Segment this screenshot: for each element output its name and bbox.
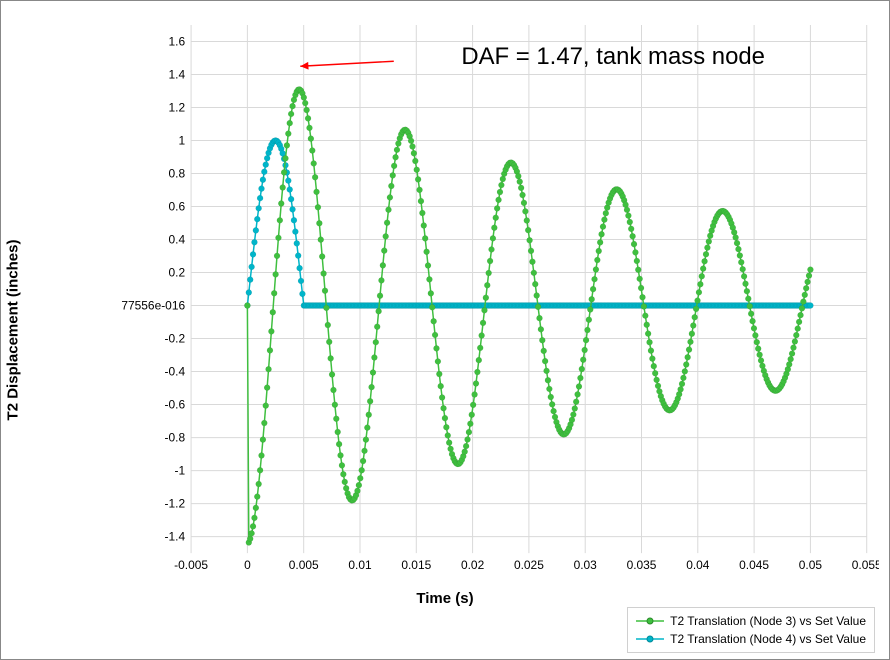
- legend-label-1: T2 Translation (Node 4) vs Set Value: [670, 630, 866, 648]
- svg-text:-1: -1: [174, 464, 185, 478]
- chart-container: T2 Displacement (inches) -0.005 0 0.005 0.0…: [0, 0, 890, 660]
- svg-text:0.01: 0.01: [348, 558, 372, 572]
- svg-text:-1.4: -1.4: [165, 530, 186, 544]
- svg-text:0.02: 0.02: [461, 558, 485, 572]
- legend-sample-1: [636, 634, 664, 644]
- svg-text:-0.6: -0.6: [165, 398, 186, 412]
- svg-text:1.2: 1.2: [168, 100, 185, 114]
- svg-text:-1.2: -1.2: [165, 497, 186, 511]
- svg-text:1.6: 1.6: [168, 34, 185, 48]
- legend-item: T2 Translation (Node 3) vs Set Value: [636, 612, 866, 630]
- svg-text:0.005: 0.005: [289, 558, 319, 572]
- svg-text:-0.2: -0.2: [165, 332, 186, 346]
- svg-text:0.4: 0.4: [168, 232, 185, 246]
- svg-text:-0.4: -0.4: [165, 365, 186, 379]
- legend-sample-0: [636, 616, 664, 626]
- svg-text:1.4: 1.4: [168, 67, 185, 81]
- legend-label-0: T2 Translation (Node 3) vs Set Value: [670, 612, 866, 630]
- svg-text:0.015: 0.015: [401, 558, 431, 572]
- svg-text:0.8: 0.8: [168, 166, 185, 180]
- y-axis-label: T2 Displacement (inches): [5, 240, 22, 421]
- plot-svg: -0.005 0 0.005 0.01 0.015 0.02 0.025 0.03 0.035 0…: [121, 11, 879, 581]
- svg-text:0.04: 0.04: [686, 558, 710, 572]
- legend: T2 Translation (Node 3) vs Set Value T2 …: [627, 607, 875, 653]
- svg-text:-0.8: -0.8: [165, 431, 186, 445]
- svg-text:0.6: 0.6: [168, 199, 185, 213]
- svg-text:0.045: 0.045: [739, 558, 769, 572]
- svg-text:1: 1: [178, 133, 185, 147]
- annotation-text: DAF = 1.47, tank mass node: [461, 43, 765, 70]
- x-axis-label: Time (s): [416, 590, 473, 607]
- svg-text:0.03: 0.03: [574, 558, 598, 572]
- svg-text:0.055: 0.055: [852, 558, 879, 572]
- svg-text:-2.77556e-016: -2.77556e-016: [121, 299, 185, 313]
- svg-text:0.025: 0.025: [514, 558, 544, 572]
- legend-item: T2 Translation (Node 4) vs Set Value: [636, 630, 866, 648]
- plot-area: -0.005 0 0.005 0.01 0.015 0.02 0.025 0.03 0.035 0…: [121, 11, 879, 581]
- svg-text:0.2: 0.2: [168, 266, 185, 280]
- svg-text:-0.005: -0.005: [174, 558, 208, 572]
- svg-text:0.05: 0.05: [799, 558, 823, 572]
- svg-text:0: 0: [244, 558, 251, 572]
- svg-text:0.035: 0.035: [627, 558, 657, 572]
